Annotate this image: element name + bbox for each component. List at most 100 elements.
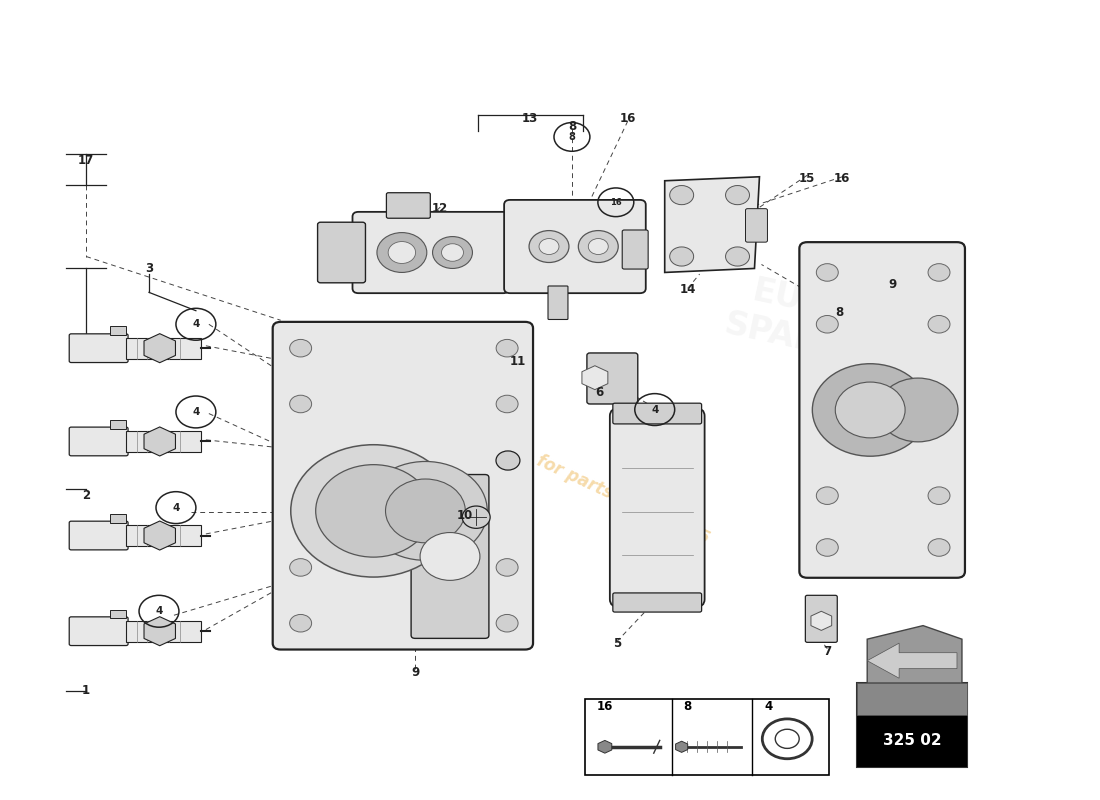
Polygon shape [664,177,759,273]
Polygon shape [144,521,176,550]
Text: 16: 16 [619,112,636,125]
FancyBboxPatch shape [857,683,967,766]
FancyBboxPatch shape [857,715,967,766]
Circle shape [385,479,465,542]
Circle shape [816,264,838,282]
Circle shape [579,230,618,262]
Circle shape [588,238,608,254]
Text: 16: 16 [610,198,621,206]
Text: 14: 14 [680,283,696,297]
Circle shape [726,247,749,266]
Circle shape [462,506,491,528]
FancyBboxPatch shape [110,514,126,522]
Text: 15: 15 [800,172,815,185]
Polygon shape [675,742,688,752]
FancyBboxPatch shape [110,610,126,618]
Circle shape [420,533,480,580]
Text: 4: 4 [155,606,163,616]
Circle shape [928,487,950,505]
Circle shape [928,315,950,333]
Circle shape [289,339,311,357]
FancyBboxPatch shape [613,403,702,424]
Bar [126,621,201,642]
FancyBboxPatch shape [623,230,648,269]
Text: 7: 7 [823,645,832,658]
Circle shape [496,558,518,576]
FancyBboxPatch shape [69,521,128,550]
Text: 9: 9 [888,278,896,291]
FancyBboxPatch shape [318,222,365,283]
Text: 8: 8 [835,306,844,319]
Circle shape [289,395,311,413]
Text: 5: 5 [613,637,621,650]
Text: 16: 16 [597,700,614,713]
Text: 6: 6 [596,386,604,398]
FancyBboxPatch shape [613,593,702,612]
Circle shape [816,538,838,556]
Circle shape [496,614,518,632]
Text: 16: 16 [834,172,850,185]
Circle shape [441,244,463,262]
Text: 1: 1 [82,685,90,698]
FancyBboxPatch shape [805,595,837,642]
Text: 3: 3 [145,262,153,275]
Circle shape [316,465,431,557]
FancyBboxPatch shape [386,193,430,218]
Circle shape [289,558,311,576]
Polygon shape [144,334,176,362]
Circle shape [496,451,520,470]
FancyBboxPatch shape [273,322,534,650]
Circle shape [726,186,749,205]
Circle shape [878,378,958,442]
FancyBboxPatch shape [69,427,128,456]
FancyBboxPatch shape [587,353,638,404]
Text: 8: 8 [568,120,576,133]
Text: 13: 13 [521,112,538,125]
Text: 9: 9 [411,666,419,679]
FancyBboxPatch shape [69,617,128,646]
Circle shape [928,538,950,556]
FancyBboxPatch shape [585,699,829,774]
Circle shape [496,339,518,357]
FancyBboxPatch shape [411,474,488,638]
Polygon shape [144,427,176,456]
Text: 12: 12 [432,202,449,215]
Circle shape [290,445,456,577]
Text: 325 02: 325 02 [883,734,942,748]
Circle shape [816,487,838,505]
Text: 8: 8 [569,132,575,142]
Circle shape [388,242,416,263]
Circle shape [816,315,838,333]
Text: 2: 2 [82,489,90,502]
Polygon shape [867,643,957,678]
Bar [126,338,201,358]
Polygon shape [582,366,608,390]
FancyBboxPatch shape [609,408,705,607]
Text: 4: 4 [192,407,199,417]
Polygon shape [867,626,962,683]
Polygon shape [811,611,832,630]
Text: 4: 4 [192,319,199,330]
Text: 17: 17 [78,154,95,167]
Circle shape [928,264,950,282]
Text: 4: 4 [764,700,772,713]
Circle shape [812,364,928,456]
Circle shape [539,238,559,254]
Circle shape [496,395,518,413]
FancyBboxPatch shape [857,683,967,715]
Bar [126,431,201,452]
Circle shape [364,462,487,560]
FancyBboxPatch shape [69,334,128,362]
Text: 4: 4 [651,405,659,414]
Polygon shape [598,741,612,753]
Text: 10: 10 [458,509,473,522]
Circle shape [529,230,569,262]
Text: 8: 8 [683,700,692,713]
FancyBboxPatch shape [548,286,568,319]
Text: 4: 4 [173,502,179,513]
FancyBboxPatch shape [110,420,126,429]
Bar [126,525,201,546]
Text: EURO
SPARES: EURO SPARES [722,270,877,370]
FancyBboxPatch shape [352,212,509,293]
Text: 11: 11 [510,355,526,368]
